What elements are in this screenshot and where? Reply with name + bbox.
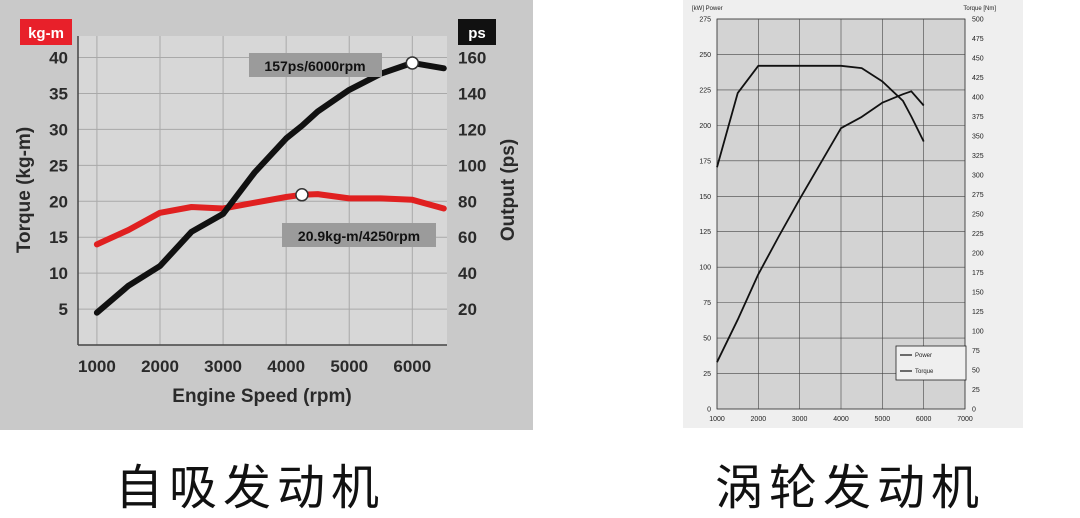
na-left-tick-label: 35 (49, 84, 68, 103)
turbo-right-tick-label: 425 (972, 75, 984, 82)
turbo-right-tick-label: 50 (972, 368, 980, 375)
na-torque-line (93, 191, 447, 248)
turbo-left-tick-label: 50 (703, 336, 711, 343)
na-left-tick-label: 40 (49, 49, 68, 68)
na-left-tick-label: 5 (59, 300, 68, 319)
ps-unit-badge-bg (458, 19, 496, 45)
turbo-right-tick-label: 275 (972, 192, 984, 199)
chart-legend (895, 345, 967, 381)
turbo-x-tick-label: 6000 (916, 416, 932, 423)
turbo-left-tick-label: 75 (703, 300, 711, 307)
ps-unit-badge: ps (468, 25, 486, 42)
turbo-x-tick-label: 5000 (875, 416, 891, 423)
peak-torque-label-bg (282, 223, 436, 247)
peak-torque-marker (295, 188, 309, 202)
peak-power-annotation: 157ps/6000rpm (264, 58, 365, 74)
na-left-tick-label: 25 (49, 156, 68, 175)
turbo-right-tick-label: 225 (972, 231, 984, 238)
power-axis-title: [kW] Power (692, 6, 723, 12)
na-right-tick-label: 100 (458, 156, 486, 175)
turbo-right-tick-label: 175 (972, 270, 984, 277)
naturally-aspirated-caption: 自吸发动机 (114, 460, 385, 516)
peak-power-marker (405, 56, 420, 70)
turbo-left-tick-label: 0 (707, 407, 711, 414)
legend-torque-label: Torque (915, 369, 934, 375)
na-right-tick-label: 60 (458, 228, 477, 247)
turbo-torque-line (716, 64, 925, 168)
turbo-right-tick-label: 500 (972, 17, 984, 24)
na-x-tick-label: 5000 (330, 357, 368, 376)
turbo-right-tick-label: 25 (972, 387, 980, 394)
turbo-right-tick-label: 475 (972, 36, 984, 43)
turbo-x-tick-label: 7000 (957, 416, 973, 423)
na-x-tick-label: 1000 (78, 357, 116, 376)
na-right-tick-label: 160 (458, 49, 486, 68)
na-left-tick-label: 10 (49, 264, 68, 283)
turbo-power-line (716, 90, 925, 363)
turbo-right-tick-label: 200 (972, 251, 984, 258)
na-x-tick-label: 2000 (141, 357, 179, 376)
turbo-right-tick-label: 400 (972, 95, 984, 102)
turbo-right-tick-label: 125 (972, 309, 984, 316)
turbo-left-tick-label: 100 (699, 265, 711, 272)
na-x-tick-label: 4000 (267, 357, 305, 376)
na-left-tick-label: 30 (49, 120, 68, 139)
turbo-right-tick-label: 375 (972, 114, 984, 121)
na-left-tick-label: 20 (49, 192, 68, 211)
turbo-left-tick-label: 25 (703, 371, 711, 378)
turbo-right-tick-label: 300 (972, 173, 984, 180)
turbo-x-tick-label: 1000 (709, 416, 725, 423)
turbo-left-tick-label: 200 (699, 123, 711, 130)
peak-power-label-bg (249, 53, 382, 77)
turbo-caption: 涡轮发动机 (714, 460, 985, 516)
turbo-left-tick-label: 225 (699, 87, 711, 94)
turbo-x-tick-label: 3000 (792, 416, 808, 423)
na-right-tick-label: 40 (458, 264, 477, 283)
kgm-unit-badge-bg (20, 19, 72, 45)
turbo-right-tick-label: 0 (972, 407, 976, 414)
turbo-right-tick-label: 350 (972, 134, 984, 141)
turbo-right-tick-label: 150 (972, 290, 984, 297)
turbo-left-tick-label: 125 (699, 229, 711, 236)
turbo-left-tick-label: 275 (699, 17, 711, 24)
torque-axis-label: Torque (kg-m) (14, 127, 35, 253)
turbo-left-tick-label: 150 (699, 194, 711, 201)
turbo-x-tick-label: 2000 (751, 416, 767, 423)
kgm-unit-badge: kg-m (28, 25, 64, 42)
turbo-right-tick-label: 450 (972, 56, 984, 63)
na-right-tick-label: 140 (458, 84, 486, 103)
turbo-right-tick-label: 75 (972, 348, 980, 355)
na-right-tick-label: 120 (458, 120, 486, 139)
torque-axis-title: Torque [Nm] (963, 6, 996, 12)
na-left-tick-label: 15 (49, 228, 68, 247)
turbo-right-tick-label: 250 (972, 212, 984, 219)
turbo-right-tick-label: 100 (972, 329, 984, 336)
legend-power-label: Power (915, 353, 932, 359)
turbo-left-tick-label: 250 (699, 52, 711, 59)
turbo-right-tick-label: 325 (972, 153, 984, 160)
turbo-left-tick-label: 175 (699, 158, 711, 165)
engine-speed-axis-label: Engine Speed (rpm) (172, 386, 351, 407)
na-x-tick-label: 6000 (393, 357, 431, 376)
na-plot-area (78, 36, 447, 345)
na-right-tick-label: 20 (458, 300, 477, 319)
na-x-tick-label: 3000 (204, 357, 242, 376)
output-axis-label: Output (ps) (498, 139, 519, 241)
turbo-x-tick-label: 4000 (833, 416, 849, 423)
peak-torque-annotation: 20.9kg-m/4250rpm (298, 228, 420, 244)
na-right-tick-label: 80 (458, 192, 477, 211)
